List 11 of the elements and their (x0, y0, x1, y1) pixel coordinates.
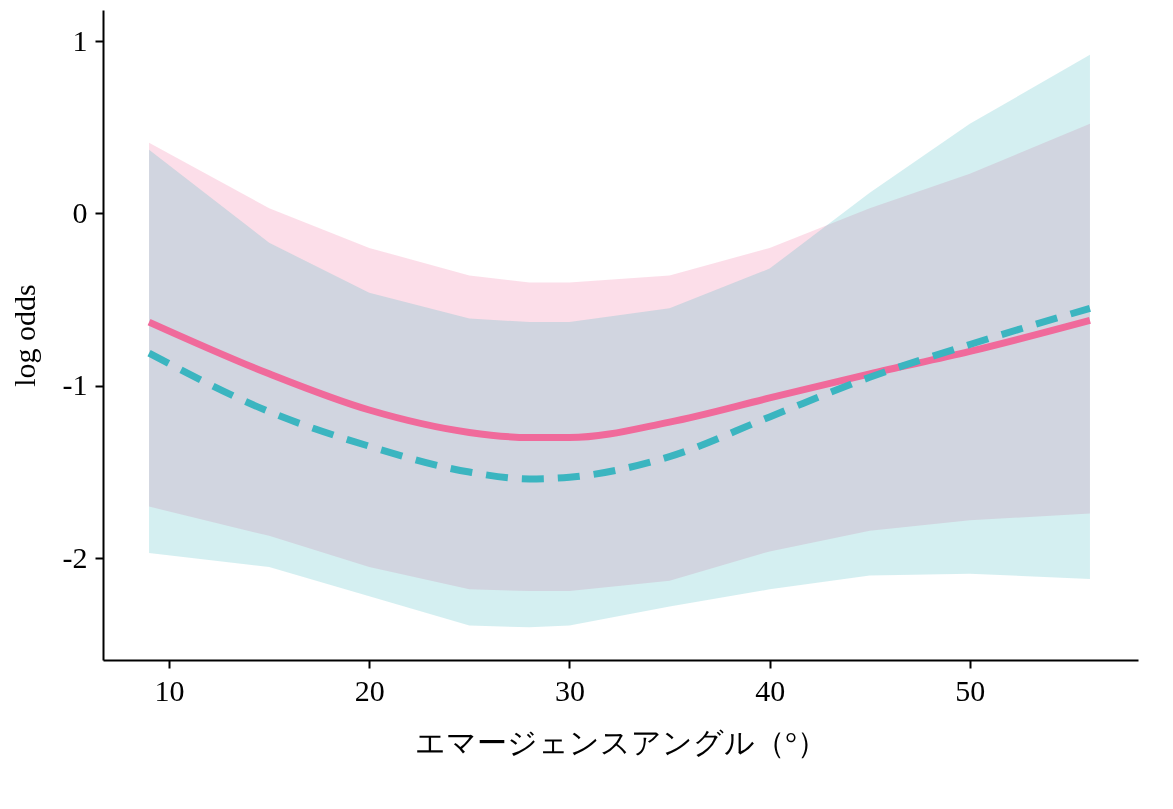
x-axis-title: エマージェンスアングル（°） (415, 725, 827, 759)
x-tick-label: 30 (554, 673, 585, 707)
x-tick-label: 50 (955, 673, 986, 707)
x-tick-label: 10 (154, 673, 185, 707)
y-tick-label: 1 (72, 23, 88, 57)
y-tick-label: -1 (62, 368, 88, 402)
x-tick-label: 40 (755, 673, 786, 707)
y-tick-label: 0 (72, 195, 88, 229)
y-tick-label: -2 (62, 540, 88, 574)
y-axis-title: log odds (7, 284, 41, 387)
x-tick-label: 20 (354, 673, 385, 707)
